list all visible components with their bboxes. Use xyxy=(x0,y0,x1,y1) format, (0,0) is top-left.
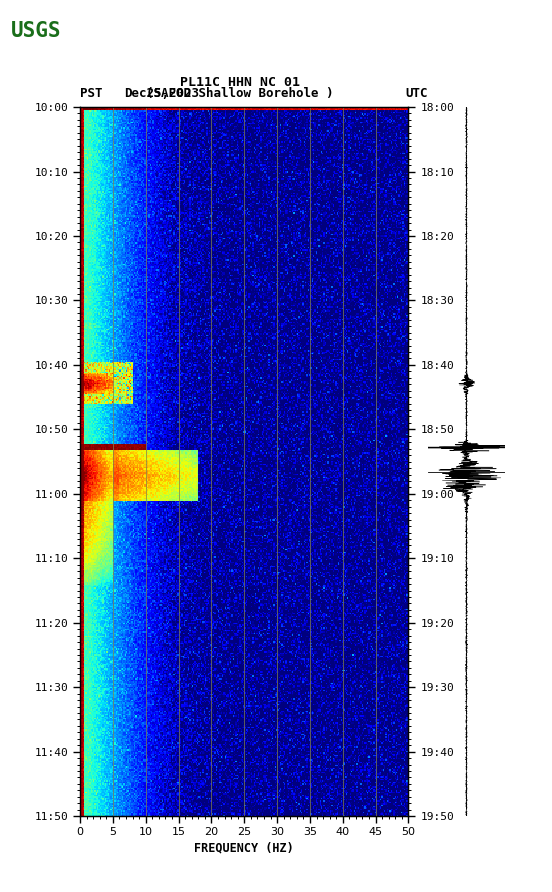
Text: PL11C HHN NC 01: PL11C HHN NC 01 xyxy=(180,76,300,89)
Text: (SAFOD Shallow Borehole ): (SAFOD Shallow Borehole ) xyxy=(146,87,334,100)
Text: USGS: USGS xyxy=(11,21,61,41)
Text: PST: PST xyxy=(80,87,103,100)
Text: UTC: UTC xyxy=(406,87,428,100)
X-axis label: FREQUENCY (HZ): FREQUENCY (HZ) xyxy=(194,841,294,855)
Text: Dec25,2023: Dec25,2023 xyxy=(124,87,199,100)
